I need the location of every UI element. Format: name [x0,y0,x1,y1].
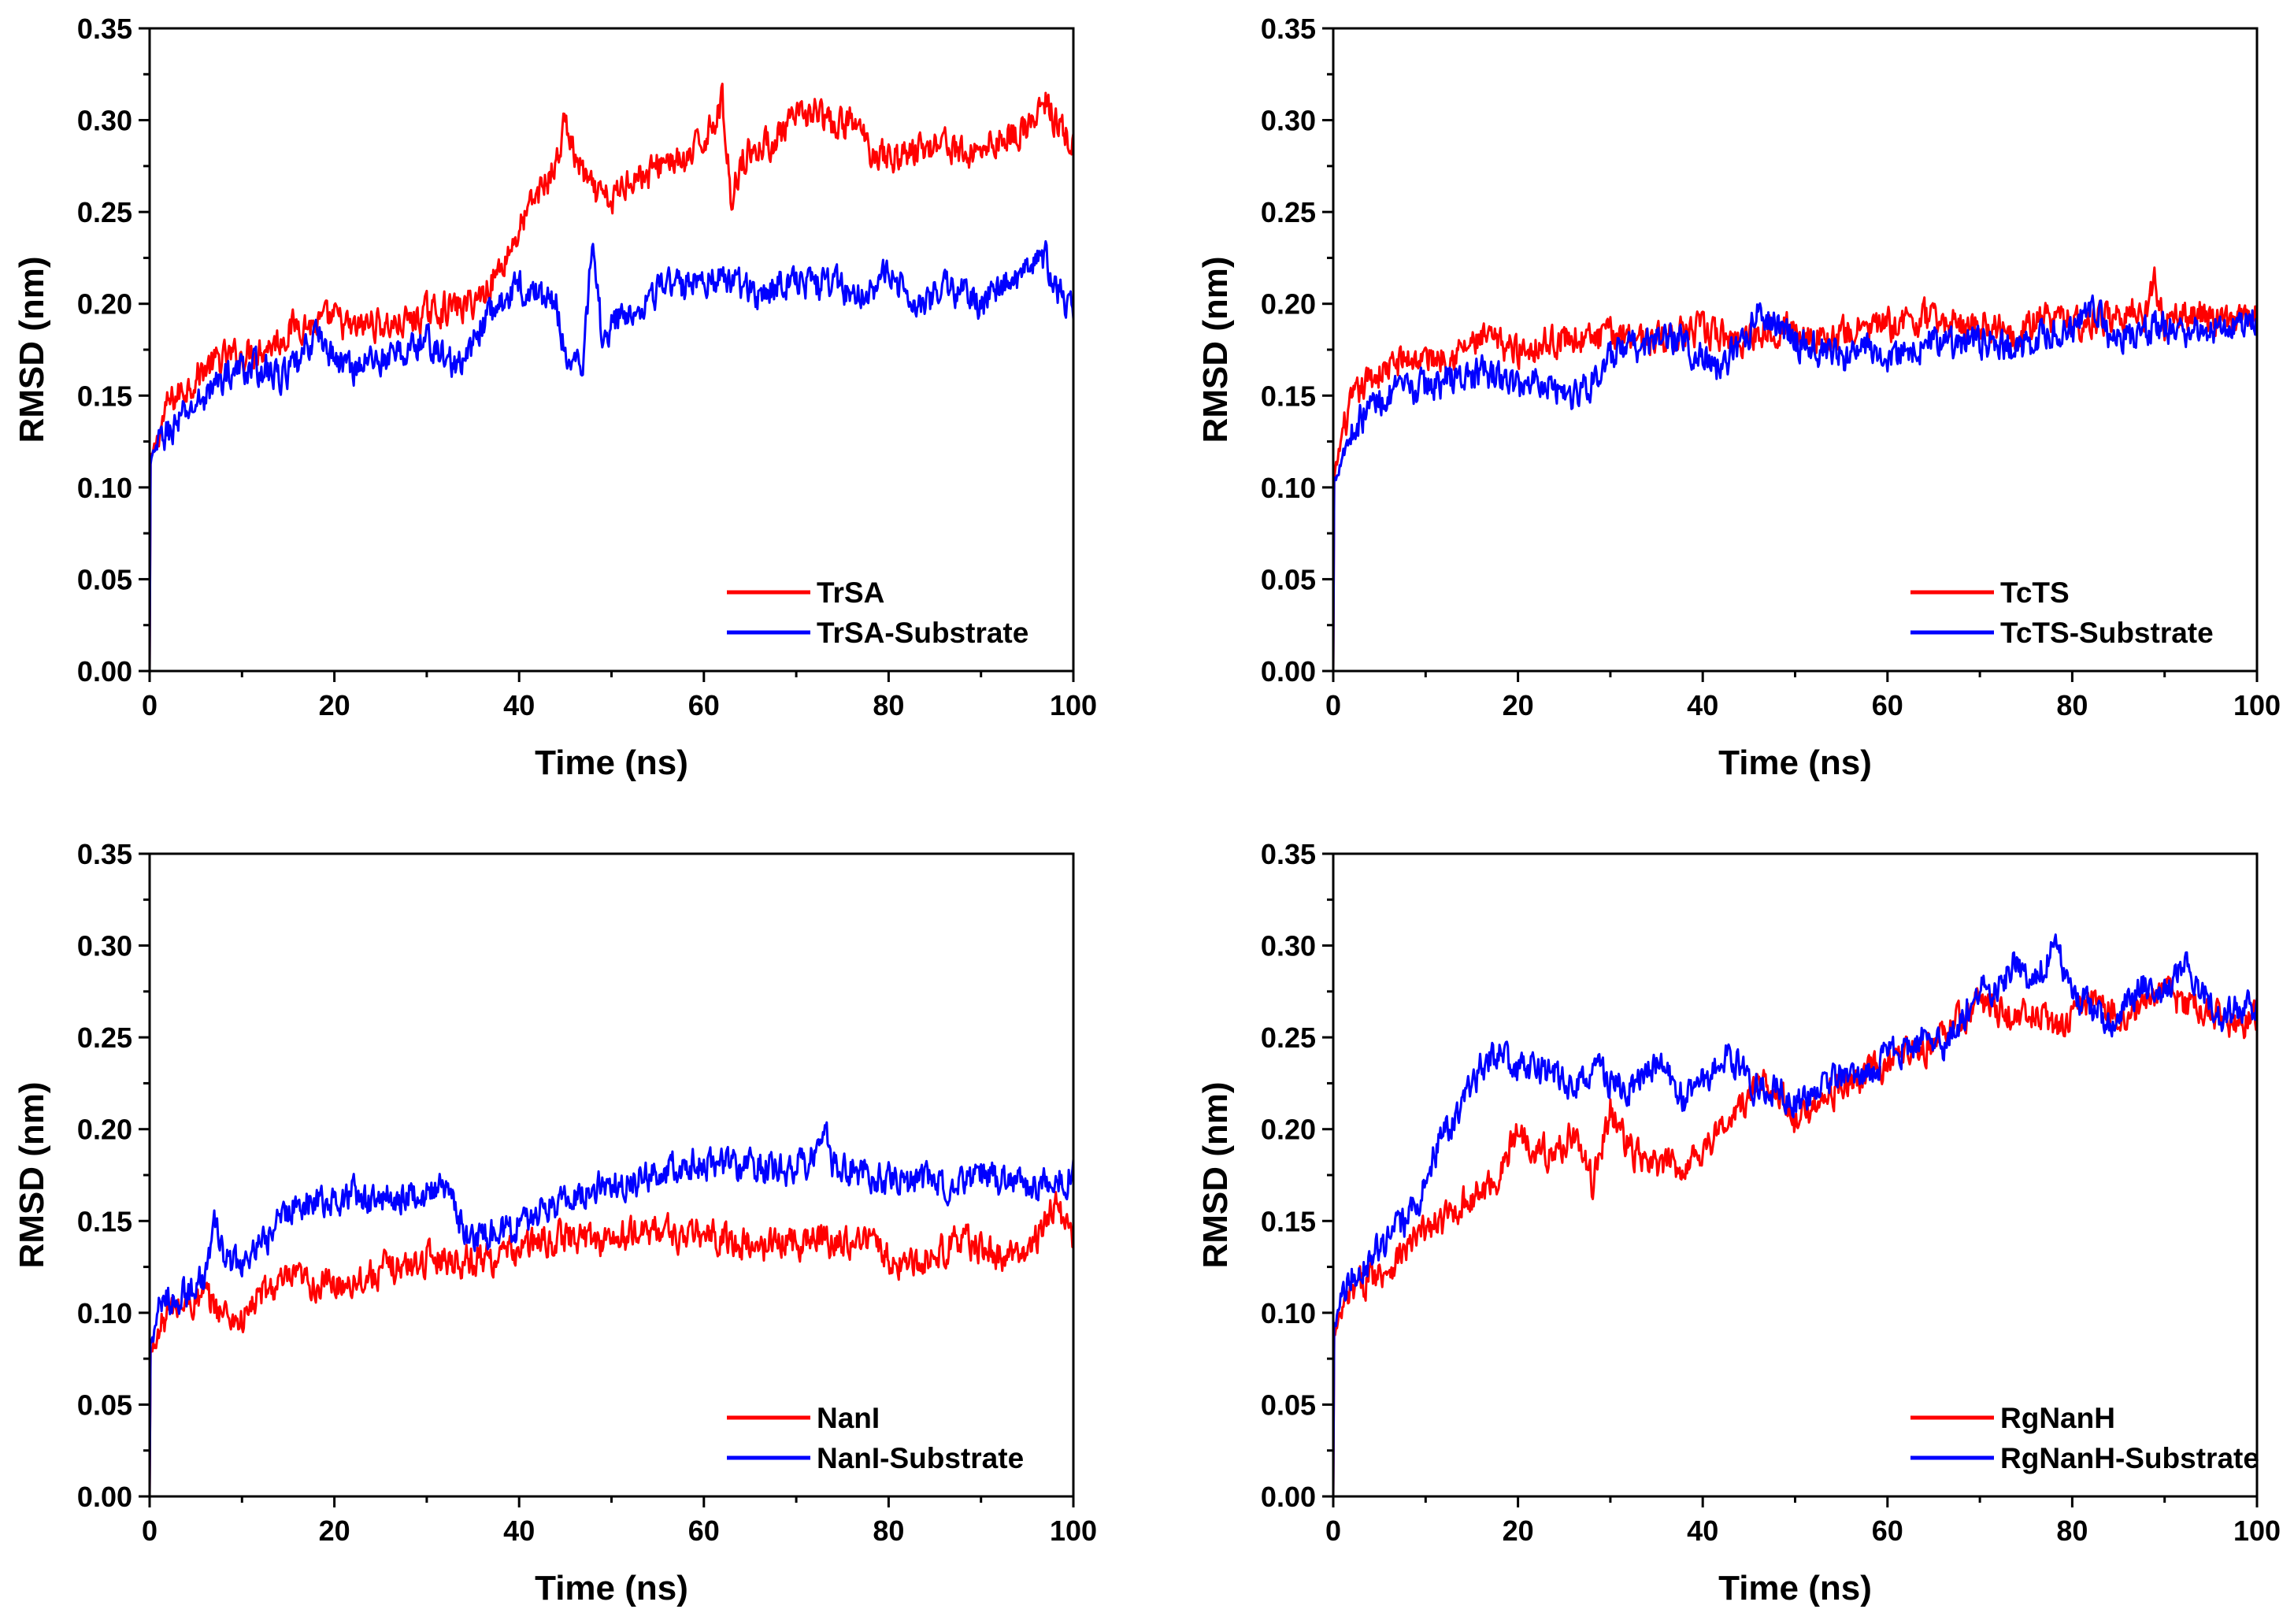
chart-panel-nani: 0 20 40 60 80 100 0.00 0.05 0.10 0.15 0.20 0.25 0.30… [13,838,1097,1607]
x-axis-title: Time (ns) [1718,1569,1872,1607]
legend-label-tcts-substrate: TcTS-Substrate [2000,617,2214,649]
y-tick-label: 0.05 [77,563,132,595]
plot-frame [148,27,1075,673]
y-tick-label: 0.25 [77,196,132,228]
y-tick-label: 0.10 [77,472,132,504]
y-tick-label: 0.00 [1261,1481,1316,1513]
y-tick-label: 0.20 [1261,1114,1316,1146]
x-tick-label: 80 [873,689,904,721]
y-tick-label: 0.15 [1261,380,1316,412]
y-tick-label: 0.00 [77,655,132,688]
series-line-rgnanh [1332,975,2259,1498]
y-tick-label: 0.25 [1261,196,1316,228]
x-axis-title: Time (ns) [535,743,688,782]
y-tick-label: 0.30 [1261,105,1316,137]
y-axis-title: RMSD (nm) [13,1081,51,1268]
x-tick-label: 0 [142,689,158,721]
x-tick-label: 20 [319,689,350,721]
x-tick-label: 20 [319,1515,350,1547]
legend-label-tcts: TcTS [2000,577,2070,609]
x-tick-label: 40 [1687,689,1718,721]
y-tick-label: 0.30 [1261,930,1316,962]
x-tick-label: 80 [2056,689,2088,721]
series-line-trsa-substrate [148,239,1075,673]
x-tick-label: 60 [688,1515,720,1547]
y-tick-label: 0.30 [77,930,132,962]
x-axis-title: Time (ns) [535,1569,688,1607]
y-tick-label: 0.35 [77,13,132,45]
y-tick-label: 0.30 [77,105,132,137]
y-tick-label: 0.05 [1261,1389,1316,1421]
x-tick-label: 20 [1503,1515,1534,1547]
legend-label-trsa: TrSA [817,577,884,609]
x-axis-title: Time (ns) [1718,743,1872,782]
x-tick-label: 100 [1050,1515,1097,1547]
y-tick-label: 0.00 [1261,655,1316,688]
x-tick-label: 80 [2056,1515,2088,1547]
y-tick-label: 0.10 [77,1297,132,1329]
series-line-nani-substrate [148,1121,1075,1498]
y-tick-label: 0.10 [1261,472,1316,504]
y-axis-title: RMSD (nm) [1196,256,1235,443]
y-tick-label: 0.35 [1261,13,1316,45]
chart-panel-trsa: 0 20 40 60 80 100 0.00 0.05 0.10 0.15 0.20 0.25 0.30… [13,13,1097,782]
series-line-trsa [148,82,1075,673]
series-line-rgnanh-substrate [1332,933,2259,1498]
x-tick-label: 40 [503,1515,535,1547]
y-tick-label: 0.20 [77,1114,132,1146]
y-axis-title: RMSD (nm) [1196,1081,1235,1268]
y-tick-label: 0.15 [77,380,132,412]
legend-label-rgnanh: RgNanH [2000,1402,2115,1434]
x-tick-label: 80 [873,1515,904,1547]
y-tick-label: 0.35 [77,838,132,870]
x-tick-label: 20 [1503,689,1534,721]
x-tick-label: 100 [2233,689,2281,721]
y-tick-label: 0.05 [1261,563,1316,595]
y-tick-label: 0.15 [1261,1205,1316,1237]
x-tick-label: 100 [1050,689,1097,721]
x-tick-label: 100 [2233,1515,2281,1547]
series-line-tcts [1332,266,2259,673]
legend-label-trsa-substrate: TrSA-Substrate [817,617,1028,649]
x-tick-label: 60 [1872,1515,1903,1547]
series-line-nani [148,1191,1075,1498]
x-tick-label: 0 [1325,689,1341,721]
y-tick-label: 0.25 [77,1021,132,1054]
y-tick-label: 0.05 [77,1389,132,1421]
legend-label-nani-substrate: NanI-Substrate [817,1442,1024,1474]
y-tick-label: 0.25 [1261,1021,1316,1054]
plot-frame [1332,852,2259,1498]
chart-panel-tcts: 0 20 40 60 80 100 0.00 0.05 0.10 0.15 0.20 0.25 0.30… [1196,13,2281,782]
x-tick-label: 40 [1687,1515,1718,1547]
chart-panel-rgnanh: 0 20 40 60 80 100 0.00 0.05 0.10 0.15 0.20 0.25 0.30… [1196,838,2281,1607]
y-tick-label: 0.35 [1261,838,1316,870]
x-tick-label: 40 [503,689,535,721]
y-tick-label: 0.15 [77,1205,132,1237]
legend-label-nani: NanI [817,1402,880,1434]
y-tick-label: 0.20 [1261,288,1316,321]
x-tick-label: 0 [1325,1515,1341,1547]
x-tick-label: 60 [1872,689,1903,721]
y-tick-label: 0.00 [77,1481,132,1513]
y-axis-title: RMSD (nm) [13,256,51,443]
y-tick-label: 0.10 [1261,1297,1316,1329]
series-line-tcts-substrate [1332,294,2259,673]
legend-label-rgnanh-substrate: RgNanH-Substrate [2000,1442,2259,1474]
y-tick-label: 0.20 [77,288,132,321]
x-tick-label: 0 [142,1515,158,1547]
x-tick-label: 60 [688,689,720,721]
